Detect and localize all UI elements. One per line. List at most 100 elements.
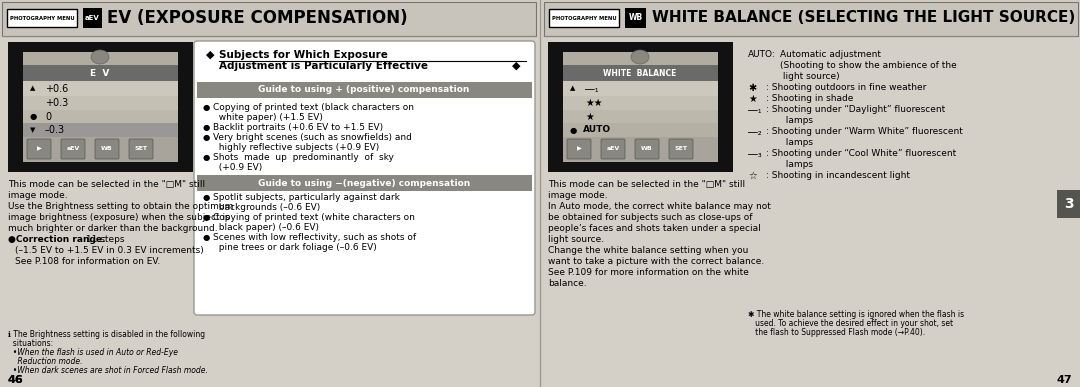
- Text: ●: ●: [203, 133, 211, 142]
- Text: SET: SET: [675, 147, 688, 151]
- Text: Guide to using + (positive) compensation: Guide to using + (positive) compensation: [258, 86, 470, 94]
- FancyBboxPatch shape: [669, 139, 693, 159]
- Text: (–1.5 EV to +1.5 EV in 0.3 EV increments): (–1.5 EV to +1.5 EV in 0.3 EV increments…: [15, 246, 204, 255]
- Bar: [563, 123, 718, 137]
- Bar: [83, 8, 102, 28]
- Text: WHITE  BALANCE: WHITE BALANCE: [604, 68, 677, 77]
- Text: Guide to using −(negative) compensation: Guide to using −(negative) compensation: [258, 178, 470, 187]
- Text: In Auto mode, the correct white balance may not: In Auto mode, the correct white balance …: [548, 202, 771, 211]
- Text: be obtained for subjects such as close-ups of: be obtained for subjects such as close-u…: [548, 213, 753, 222]
- FancyBboxPatch shape: [60, 139, 85, 159]
- Text: aEV: aEV: [85, 15, 99, 21]
- Text: image mode.: image mode.: [548, 191, 608, 200]
- Text: ―₁: ―₁: [585, 84, 598, 94]
- Text: PHOTOGRAPHY MENU: PHOTOGRAPHY MENU: [552, 15, 617, 21]
- Bar: [23, 123, 178, 137]
- Text: EV (EXPOSURE COMPENSATION): EV (EXPOSURE COMPENSATION): [107, 9, 407, 27]
- Text: light source.: light source.: [548, 235, 604, 244]
- Text: E  V: E V: [91, 68, 110, 77]
- Text: Use the Brightness setting to obtain the optimum: Use the Brightness setting to obtain the…: [8, 202, 233, 211]
- Text: white paper) (+1.5 EV): white paper) (+1.5 EV): [213, 113, 323, 122]
- Text: situations:: situations:: [8, 339, 53, 348]
- Text: : Shooting under “Daylight” fluorescent: : Shooting under “Daylight” fluorescent: [766, 105, 945, 114]
- Bar: [544, 2, 1078, 36]
- Bar: [8, 42, 193, 172]
- Bar: [542, 0, 1080, 38]
- Bar: [23, 52, 178, 162]
- Text: WB: WB: [629, 14, 643, 22]
- Text: ★★: ★★: [585, 98, 603, 108]
- Text: WHITE BALANCE (SELECTING THE LIGHT SOURCE): WHITE BALANCE (SELECTING THE LIGHT SOURC…: [652, 10, 1076, 26]
- Text: : Shooting under “Cool White” fluorescent: : Shooting under “Cool White” fluorescen…: [766, 149, 956, 158]
- Bar: [563, 81, 718, 96]
- FancyBboxPatch shape: [27, 139, 51, 159]
- Text: This mode can be selected in the "□M" still: This mode can be selected in the "□M" st…: [8, 180, 205, 189]
- Text: 3: 3: [1064, 197, 1074, 211]
- Text: 0: 0: [45, 111, 51, 122]
- Text: highly reflective subjects (+0.9 EV): highly reflective subjects (+0.9 EV): [213, 143, 379, 152]
- Text: WB: WB: [642, 147, 653, 151]
- Text: ●: ●: [203, 153, 211, 162]
- Text: balance.: balance.: [548, 279, 586, 288]
- Text: Subjects for Which Exposure: Subjects for Which Exposure: [219, 50, 388, 60]
- Text: ―₂: ―₂: [748, 127, 761, 137]
- Text: ●: ●: [203, 213, 211, 222]
- Bar: [1057, 190, 1080, 218]
- Text: lamps: lamps: [780, 160, 813, 169]
- Text: Spotlit subjects, particularly against dark: Spotlit subjects, particularly against d…: [213, 193, 400, 202]
- FancyBboxPatch shape: [129, 139, 153, 159]
- Bar: [2, 2, 536, 36]
- Text: This mode can be selected in the "□M" still: This mode can be selected in the "□M" st…: [548, 180, 745, 189]
- Text: AUTO: AUTO: [583, 125, 611, 135]
- Text: +0.3: +0.3: [45, 98, 68, 108]
- FancyBboxPatch shape: [6, 9, 77, 27]
- Bar: [23, 81, 178, 96]
- Text: ◆: ◆: [206, 50, 215, 60]
- Text: Very bright scenes (such as snowfields) and: Very bright scenes (such as snowfields) …: [213, 133, 411, 142]
- Text: ▶: ▶: [37, 147, 41, 151]
- Bar: [563, 52, 718, 162]
- Bar: [23, 110, 178, 123]
- Text: ★: ★: [748, 94, 757, 104]
- Text: image brightness (exposure) when the subject is: image brightness (exposure) when the sub…: [8, 213, 230, 222]
- Text: •When the flash is used in Auto or Red-Eye: •When the flash is used in Auto or Red-E…: [8, 348, 178, 357]
- Text: aEV: aEV: [606, 147, 620, 151]
- Text: (Shooting to show the ambience of the: (Shooting to show the ambience of the: [780, 61, 957, 70]
- Text: ●: ●: [30, 112, 37, 121]
- FancyBboxPatch shape: [95, 139, 119, 159]
- Text: 46: 46: [8, 375, 24, 385]
- Text: ✱: ✱: [748, 83, 756, 93]
- Text: ✱ The white balance setting is ignored when the flash is: ✱ The white balance setting is ignored w…: [748, 310, 964, 319]
- Text: Automatic adjustment: Automatic adjustment: [780, 50, 881, 59]
- Bar: [23, 52, 178, 64]
- Bar: [563, 110, 718, 123]
- Text: Copying of printed text (black characters on: Copying of printed text (black character…: [213, 103, 414, 112]
- Text: ●: ●: [203, 233, 211, 242]
- Text: Adjustment is Particularly Effective: Adjustment is Particularly Effective: [219, 61, 428, 71]
- Bar: [563, 96, 718, 110]
- Bar: [563, 137, 718, 162]
- Bar: [23, 65, 178, 81]
- Text: ―₃: ―₃: [748, 149, 761, 159]
- Text: 11 steps: 11 steps: [83, 235, 124, 244]
- Bar: [197, 82, 532, 98]
- Text: 46: 46: [8, 375, 24, 385]
- Text: AUTO:: AUTO:: [748, 50, 775, 59]
- Bar: [563, 65, 718, 81]
- Text: backgrounds (–0.6 EV): backgrounds (–0.6 EV): [213, 203, 321, 212]
- Text: See P.109 for more information on the white: See P.109 for more information on the wh…: [548, 268, 748, 277]
- Bar: [625, 8, 646, 28]
- FancyBboxPatch shape: [600, 139, 625, 159]
- Text: ●Correction range:: ●Correction range:: [8, 235, 106, 244]
- Text: : Shooting in shade: : Shooting in shade: [766, 94, 853, 103]
- Text: ▼: ▼: [30, 127, 36, 133]
- Ellipse shape: [631, 50, 649, 64]
- Text: ★: ★: [585, 111, 594, 122]
- Text: –0.3: –0.3: [45, 125, 65, 135]
- Text: ●: ●: [203, 193, 211, 202]
- Text: ―₁: ―₁: [748, 105, 761, 115]
- Bar: [197, 175, 532, 191]
- FancyBboxPatch shape: [549, 9, 619, 27]
- FancyBboxPatch shape: [567, 139, 591, 159]
- Text: +0.6: +0.6: [45, 84, 68, 94]
